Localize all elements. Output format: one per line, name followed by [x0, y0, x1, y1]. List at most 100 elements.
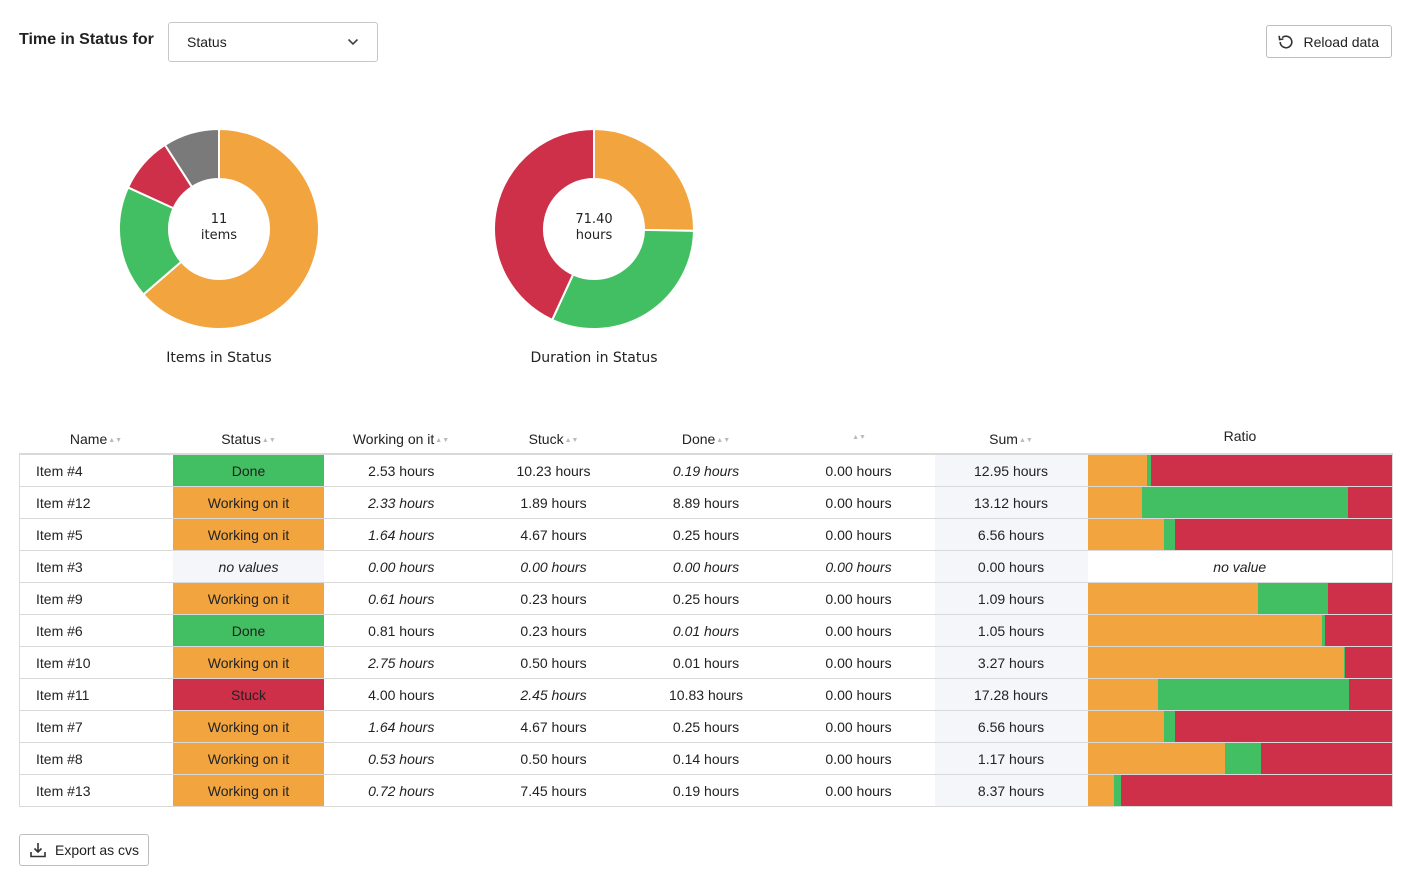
duration-stuck: 0.50 hours	[477, 646, 630, 679]
duration-empty: 0.00 hours	[782, 774, 935, 807]
table-row[interactable]: Item #11 Stuck 4.00 hours 2.45 hours 10.83 h…	[19, 678, 1393, 711]
duration-stuck: 2.45 hours	[477, 678, 630, 711]
status-badge[interactable]: no values	[172, 550, 325, 583]
donut-slice-empty[interactable]	[163, 128, 220, 189]
duration-working: 2.75 hours	[324, 646, 478, 679]
item-name[interactable]: Item #4	[19, 454, 173, 487]
ratio-bar	[1087, 775, 1393, 806]
ratio-bar-cell	[1087, 710, 1393, 743]
status-badge[interactable]: Stuck	[172, 678, 325, 711]
item-name[interactable]: Item #3	[19, 550, 173, 583]
item-name[interactable]: Item #12	[19, 486, 173, 519]
duration-stuck: 0.23 hours	[477, 582, 630, 615]
item-name[interactable]: Item #13	[19, 774, 173, 807]
table-row[interactable]: Item #10 Working on it 2.75 hours 0.50 hour…	[19, 646, 1393, 679]
status-badge[interactable]: Working on it	[172, 518, 325, 551]
column-header-working[interactable]: Working on it▲▼	[324, 426, 478, 455]
duration-done: 0.19 hours	[629, 454, 783, 487]
table-row[interactable]: Item #7 Working on it 1.64 hours 4.67 hours…	[19, 710, 1393, 743]
duration-working: 0.61 hours	[324, 582, 478, 615]
ratio-bar	[1087, 679, 1393, 710]
status-column-select[interactable]: Status	[168, 22, 378, 62]
donut-slice-stuck[interactable]	[493, 128, 595, 322]
duration-done: 10.83 hours	[629, 678, 783, 711]
item-name[interactable]: Item #10	[19, 646, 173, 679]
column-header-stuck[interactable]: Stuck▲▼	[477, 426, 630, 455]
status-badge[interactable]: Working on it	[172, 710, 325, 743]
duration-done: 0.19 hours	[629, 774, 783, 807]
ratio-segment-working	[1087, 711, 1164, 742]
column-header-sum[interactable]: Sum▲▼	[934, 426, 1088, 455]
duration-sum: 13.12 hours	[934, 486, 1088, 519]
items-donut-center: 11 items	[109, 212, 329, 244]
table-row[interactable]: Item #8 Working on it 0.53 hours 0.50 hours…	[19, 742, 1393, 775]
duration-empty: 0.00 hours	[782, 454, 935, 487]
ratio-segment-stuck	[1325, 615, 1392, 646]
item-name[interactable]: Item #5	[19, 518, 173, 551]
duration-working: 0.00 hours	[324, 550, 478, 583]
ratio-segment-done	[1163, 519, 1176, 550]
status-badge[interactable]: Done	[172, 453, 325, 487]
page-title: Time in Status for	[19, 31, 154, 48]
table-row[interactable]: Item #9 Working on it 0.61 hours 0.23 hours…	[19, 582, 1393, 615]
column-header-name[interactable]: Name▲▼	[19, 426, 173, 455]
duration-done: 0.01 hours	[629, 614, 783, 647]
status-badge[interactable]: Working on it	[172, 646, 325, 679]
item-name[interactable]: Item #9	[19, 582, 173, 615]
duration-empty: 0.00 hours	[782, 582, 935, 615]
ratio-segment-done	[1146, 455, 1152, 486]
ratio-segment-stuck	[1348, 679, 1392, 710]
ratio-segment-stuck	[1151, 455, 1392, 486]
column-header-done[interactable]: Done▲▼	[629, 426, 783, 455]
duration-donut	[493, 128, 695, 330]
duration-done: 0.25 hours	[629, 518, 783, 551]
column-header-status[interactable]: Status▲▼	[172, 426, 325, 455]
duration-working: 4.00 hours	[324, 678, 478, 711]
duration-stuck: 0.23 hours	[477, 614, 630, 647]
table-row[interactable]: Item #5 Working on it 1.64 hours 4.67 hours…	[19, 518, 1393, 551]
ratio-bar	[1087, 519, 1393, 550]
duration-total: 71.40	[575, 212, 613, 227]
table-row[interactable]: Item #13 Working on it 0.72 hours 7.45 hour…	[19, 774, 1393, 807]
status-badge[interactable]: Working on it	[172, 774, 325, 807]
ratio-bar-cell	[1087, 582, 1393, 615]
status-badge[interactable]: Working on it	[172, 582, 325, 615]
ratio-segment-working	[1087, 455, 1147, 486]
ratio-segment-done	[1225, 743, 1262, 774]
status-badge[interactable]: Done	[172, 614, 325, 647]
item-name[interactable]: Item #11	[19, 678, 173, 711]
column-header-ratio: Ratio	[1087, 426, 1393, 455]
ratio-bar	[1087, 711, 1393, 742]
item-name[interactable]: Item #8	[19, 742, 173, 775]
ratio-segment-working	[1087, 583, 1259, 614]
duration-working: 2.53 hours	[324, 454, 478, 487]
table-row[interactable]: Item #4 Done 2.53 hours 10.23 hours 0.19 hou…	[19, 453, 1393, 487]
table-row[interactable]: Item #3 no values 0.00 hours 0.00 hours 0.00…	[19, 550, 1393, 583]
ratio-bar-cell	[1087, 486, 1393, 519]
duration-stuck: 4.67 hours	[477, 710, 630, 743]
duration-empty: 0.00 hours	[782, 678, 935, 711]
ratio-segment-done	[1157, 679, 1349, 710]
ratio-bar-cell	[1087, 774, 1393, 807]
donut-slice-done[interactable]	[550, 228, 695, 330]
duration-sum: 3.27 hours	[934, 646, 1088, 679]
donut-slice-working-on-it[interactable]	[142, 128, 320, 330]
duration-stuck: 1.89 hours	[477, 486, 630, 519]
item-name[interactable]: Item #6	[19, 614, 173, 647]
export-csv-button[interactable]: Export as cvs	[19, 834, 150, 866]
duration-stuck: 0.00 hours	[477, 550, 630, 583]
duration-stuck: 4.67 hours	[477, 518, 630, 551]
status-badge[interactable]: Working on it	[172, 486, 325, 519]
ratio-segment-working	[1087, 679, 1158, 710]
item-name[interactable]: Item #7	[19, 710, 173, 743]
ratio-segment-stuck	[1348, 487, 1392, 518]
ratio-segment-done	[1113, 775, 1121, 806]
donut-slice-working-on-it[interactable]	[593, 128, 695, 232]
column-header-empty[interactable]: ▲▼	[782, 426, 935, 455]
download-icon	[30, 843, 46, 858]
table-row[interactable]: Item #12 Working on it 2.33 hours 1.89 hour…	[19, 486, 1393, 519]
ratio-segment-stuck	[1175, 519, 1392, 550]
table-row[interactable]: Item #6 Done 0.81 hours 0.23 hours 0.01 hour…	[19, 614, 1393, 647]
status-badge[interactable]: Working on it	[172, 742, 325, 775]
reload-data-button[interactable]: Reload data	[1266, 25, 1392, 58]
